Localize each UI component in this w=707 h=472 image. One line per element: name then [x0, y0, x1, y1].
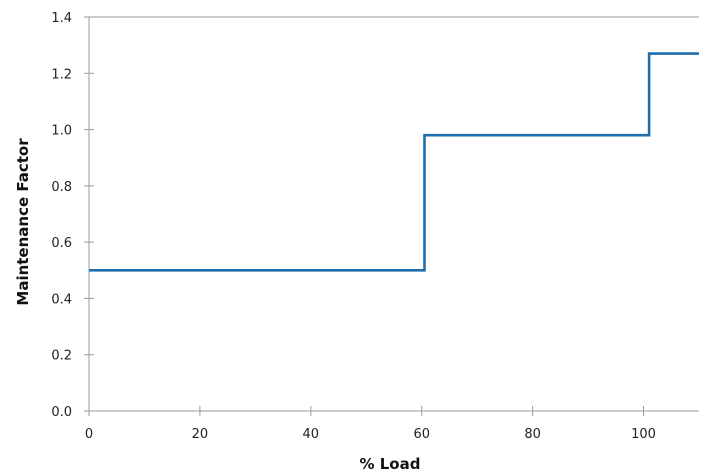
- x-tick-label: 60: [413, 427, 430, 442]
- y-tick-label: 0.8: [51, 180, 72, 195]
- y-tick-label: 1.4: [51, 11, 72, 26]
- x-tick-label: 20: [192, 427, 209, 442]
- x-tick-label: 80: [524, 427, 541, 442]
- y-tick-label: 0.0: [51, 405, 72, 420]
- x-axis-title: % Load: [360, 455, 421, 472]
- y-axis-title: Maintenance Factor: [14, 138, 32, 306]
- series-step-line: [89, 52, 699, 272]
- y-tick-label: 1.2: [51, 67, 72, 82]
- y-tick-label: 1.0: [51, 124, 72, 139]
- plot-frame: [88, 16, 699, 412]
- x-tick-label: 0: [85, 427, 93, 442]
- y-tick-label: 0.4: [51, 292, 72, 307]
- x-tick-label: 100: [631, 427, 656, 442]
- y-tick-label: 0.2: [51, 349, 72, 364]
- series-layer: [89, 52, 699, 272]
- y-axis-ticks: 0.0 0.2 0.4 0.6 0.8 1.0 1.2 1.4: [51, 11, 94, 420]
- y-tick-label: 0.6: [51, 236, 72, 251]
- x-tick-label: 40: [303, 427, 320, 442]
